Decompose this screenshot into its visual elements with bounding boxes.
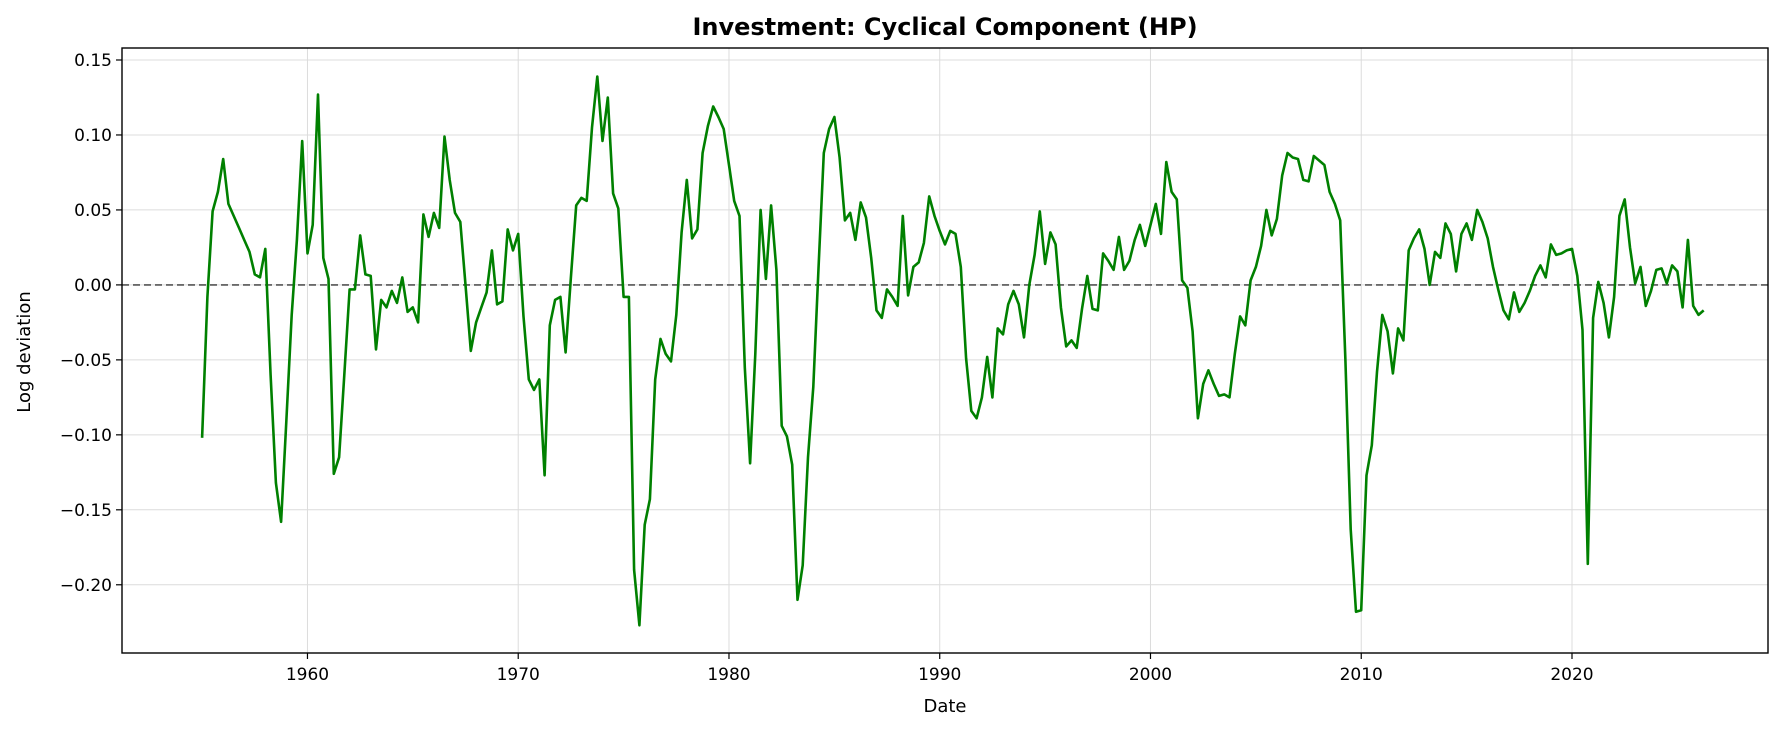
x-tick-label: 1960 (286, 665, 329, 685)
x-tick-label: 1980 (707, 665, 750, 685)
y-tick-label: −0.10 (60, 426, 112, 446)
y-tick-label: 0.10 (74, 126, 112, 146)
y-tick-label: 0.00 (74, 276, 112, 296)
x-axis-title: Date (923, 696, 966, 717)
y-axis-title: Log deviation (14, 291, 35, 413)
y-tick-label: −0.05 (60, 351, 112, 371)
y-tick-label: 0.15 (74, 51, 112, 71)
plot-frame (121, 47, 1769, 654)
y-tick-label: −0.20 (60, 576, 112, 596)
series-line (200, 75, 1705, 627)
x-tick-label: 2010 (1340, 665, 1383, 685)
x-tick-label: 2020 (1550, 665, 1593, 685)
x-tick-label: 1990 (918, 665, 961, 685)
chart-title: Investment: Cyclical Component (HP) (692, 13, 1197, 41)
x-tick-label: 2000 (1129, 665, 1172, 685)
grid-layer (122, 48, 1768, 653)
ticks-layer: 1960 1970 1980 1990 2000 2010 2020 −0.20 −0.15 −0… (60, 51, 1594, 685)
y-tick-label: 0.05 (74, 201, 112, 221)
x-tick-label: 1970 (497, 665, 540, 685)
y-tick-label: −0.15 (60, 501, 112, 521)
